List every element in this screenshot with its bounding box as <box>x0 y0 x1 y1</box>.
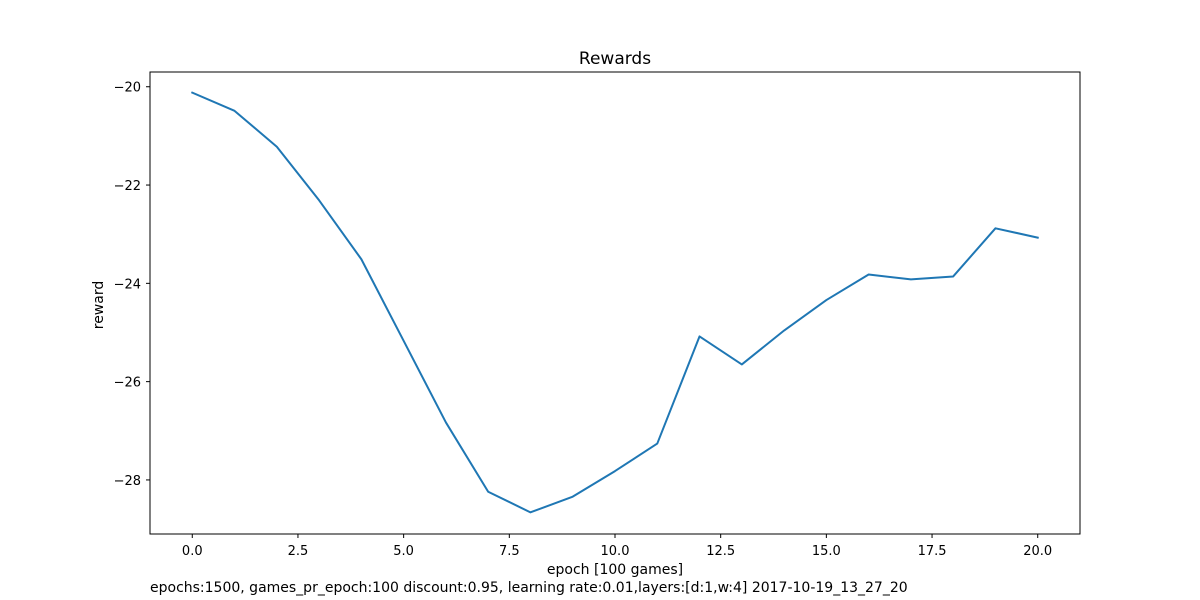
x-tick-label: 17.5 <box>918 544 947 559</box>
x-axis-label: epoch [100 games] <box>547 562 683 578</box>
y-tick-label: −28 <box>114 474 141 489</box>
x-tick-label: 10.0 <box>601 544 630 559</box>
x-tick-label: 20.0 <box>1023 544 1052 559</box>
x-tick-label: 2.5 <box>288 544 309 559</box>
x-tick-label: 12.5 <box>706 544 735 559</box>
y-axis-label: reward <box>91 281 107 330</box>
y-tick-label: −20 <box>114 81 141 96</box>
chart-title: Rewards <box>579 49 651 69</box>
x-tick-label: 15.0 <box>812 544 841 559</box>
y-tick-label: −24 <box>114 277 141 292</box>
x-tick-label: 0.0 <box>182 544 203 559</box>
x-tick-label: 7.5 <box>499 544 520 559</box>
plot-frame <box>149 71 1081 535</box>
plot-area: 0.0 2.5 5.0 7.5 10.0 12.5 15.0 17.5 20.0 −28 −26 −2… <box>114 71 1081 559</box>
y-tick-label: −26 <box>114 376 141 391</box>
y-tick-label: −22 <box>114 179 141 194</box>
run-parameters-footnote: epochs:1500, games_pr_epoch:100 discount… <box>150 580 908 596</box>
x-tick-label: 5.0 <box>393 544 414 559</box>
series-line-0 <box>190 91 1039 514</box>
